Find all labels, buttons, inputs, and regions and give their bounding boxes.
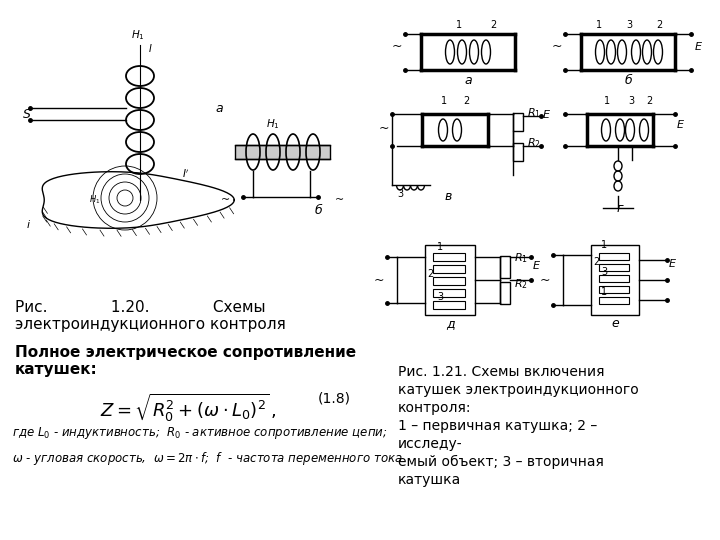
Text: а: а <box>215 102 222 115</box>
Bar <box>513 113 523 131</box>
Text: $S$: $S$ <box>22 108 32 121</box>
Bar <box>500 282 510 304</box>
Text: E: E <box>669 259 676 269</box>
Text: б: б <box>624 74 632 87</box>
Text: (1.8): (1.8) <box>318 392 351 406</box>
Bar <box>433 253 465 261</box>
Text: 1: 1 <box>456 20 462 30</box>
Text: а: а <box>464 74 472 87</box>
Bar <box>500 256 510 278</box>
Bar <box>433 277 465 285</box>
Text: 3: 3 <box>397 189 403 199</box>
Text: 2: 2 <box>427 269 433 279</box>
Bar <box>599 297 629 304</box>
Text: E: E <box>533 261 540 271</box>
Text: $i$: $i$ <box>26 218 31 230</box>
Text: $H_1$: $H_1$ <box>266 117 280 131</box>
Text: $H_1$: $H_1$ <box>89 193 101 206</box>
Text: контроля:: контроля: <box>398 401 472 415</box>
Text: 1: 1 <box>596 20 602 30</box>
Text: E: E <box>677 120 684 130</box>
Text: 2: 2 <box>656 20 662 30</box>
Text: 1: 1 <box>601 287 607 297</box>
Bar <box>433 265 465 273</box>
Bar <box>433 301 465 309</box>
Text: $R_2$: $R_2$ <box>514 277 528 291</box>
Text: 1: 1 <box>437 242 443 252</box>
Text: $Z = \sqrt{R_0^2 + (\omega \cdot L_0)^2}\,,$: $Z = \sqrt{R_0^2 + (\omega \cdot L_0)^2}… <box>100 392 276 424</box>
Bar <box>599 253 629 260</box>
Bar <box>235 145 330 159</box>
Text: 3: 3 <box>628 96 634 106</box>
Text: катушек:: катушек: <box>15 362 98 377</box>
Text: $I$: $I$ <box>148 42 153 54</box>
Text: емый объект; 3 – вторичная: емый объект; 3 – вторичная <box>398 455 604 469</box>
Text: г: г <box>617 202 624 215</box>
Text: 3: 3 <box>601 267 607 277</box>
Text: ~: ~ <box>540 273 550 287</box>
Bar <box>599 286 629 293</box>
Text: 2: 2 <box>463 96 469 106</box>
Text: 3: 3 <box>437 292 443 302</box>
Text: $R_1$: $R_1$ <box>514 251 528 265</box>
Text: ~: ~ <box>552 40 562 53</box>
Text: Полное электрическое сопротивление: Полное электрическое сопротивление <box>15 345 356 360</box>
Bar <box>599 275 629 282</box>
Text: $I'$: $I'$ <box>182 167 190 180</box>
Text: Рис.             1.20.             Схемы
электроиндукционного контроля: Рис. 1.20. Схемы электроиндукционного ко… <box>15 300 286 333</box>
Text: $\omega$ - угловая скорость,  $\omega = 2\pi \cdot f$;  $f$  - частота переменно: $\omega$ - угловая скорость, $\omega = 2… <box>12 450 405 467</box>
Text: $R_1$: $R_1$ <box>527 106 541 120</box>
Text: ~: ~ <box>374 273 384 287</box>
Text: 2: 2 <box>490 20 496 30</box>
Bar <box>425 245 475 315</box>
Text: ~: ~ <box>392 40 402 53</box>
Text: исследу-: исследу- <box>398 437 463 451</box>
Text: катушка: катушка <box>398 473 462 487</box>
Text: д: д <box>446 317 454 330</box>
Text: 1: 1 <box>441 96 447 106</box>
Text: ~: ~ <box>221 195 230 205</box>
Text: 1 – первичная катушка; 2 –: 1 – первичная катушка; 2 – <box>398 419 598 433</box>
Bar <box>433 289 465 297</box>
Text: катушек электроиндукционного: катушек электроиндукционного <box>398 383 639 397</box>
Text: 2: 2 <box>593 257 599 267</box>
Text: е: е <box>611 317 619 330</box>
Bar <box>513 143 523 161</box>
Text: 2: 2 <box>646 96 652 106</box>
Text: 1: 1 <box>601 240 607 250</box>
Text: ~: ~ <box>335 195 344 205</box>
Text: E: E <box>543 110 550 120</box>
Text: 3: 3 <box>626 20 632 30</box>
Text: $R_2$: $R_2$ <box>527 136 541 150</box>
Text: ~: ~ <box>379 122 390 135</box>
Bar <box>591 245 639 315</box>
Text: Рис. 1.21. Схемы включения: Рис. 1.21. Схемы включения <box>398 365 605 379</box>
Text: 1: 1 <box>604 96 610 106</box>
Text: б: б <box>315 204 323 217</box>
Text: $H_1$: $H_1$ <box>131 28 145 42</box>
Bar <box>599 264 629 271</box>
Text: в: в <box>445 190 452 203</box>
Text: E: E <box>695 42 702 52</box>
Text: где $L_0$ - индуктивность;  $R_0$ - активное сопротивление цепи;: где $L_0$ - индуктивность; $R_0$ - актив… <box>12 425 387 441</box>
